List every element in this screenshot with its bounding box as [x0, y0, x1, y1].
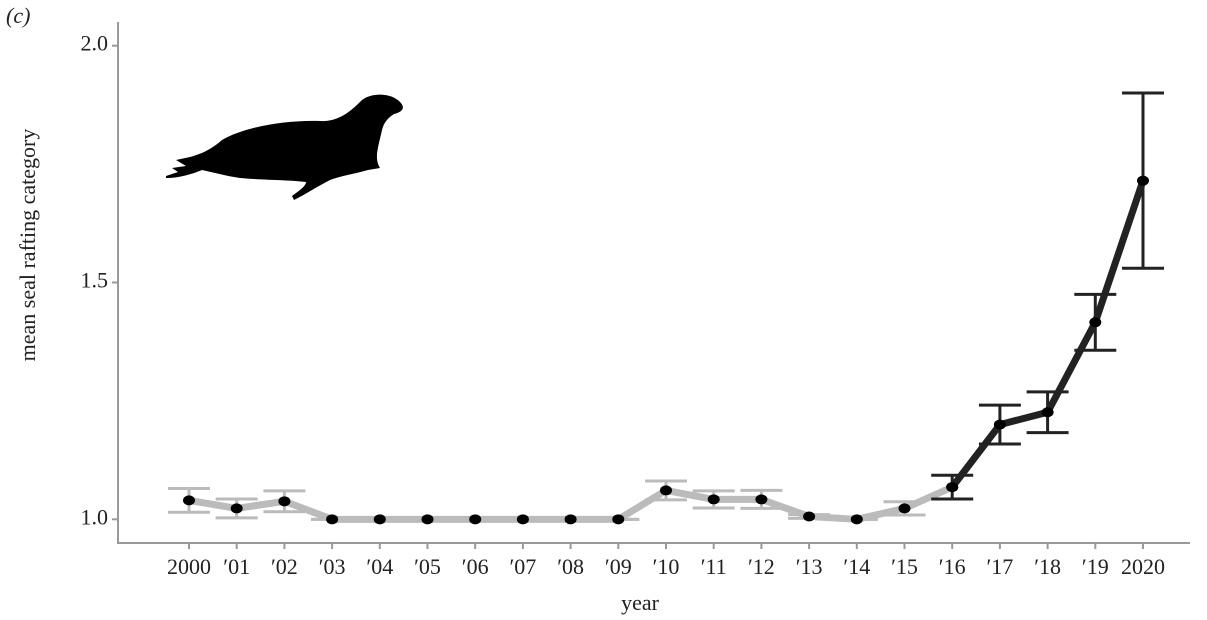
- y-tick-label: 1.5: [81, 268, 109, 293]
- x-tick-label: ′03: [319, 554, 346, 579]
- x-tick-label: 2020: [1121, 554, 1165, 579]
- x-tick-label: ′02: [271, 554, 298, 579]
- x-tick-label: ′05: [414, 554, 441, 579]
- point: [755, 494, 767, 504]
- x-tick-label: ′15: [891, 554, 918, 579]
- x-tick-label: ′18: [1034, 554, 1061, 579]
- series-line: [952, 181, 1143, 487]
- point: [231, 503, 243, 513]
- point: [374, 514, 386, 524]
- x-tick-label: ′17: [986, 554, 1013, 579]
- x-tick-label: ′12: [748, 554, 775, 579]
- point: [1137, 176, 1149, 186]
- point: [994, 420, 1006, 430]
- point: [803, 511, 815, 521]
- point: [1089, 317, 1101, 327]
- x-tick-label: ′06: [462, 554, 489, 579]
- x-tick-label: 2000: [167, 554, 211, 579]
- x-tick-label: ′11: [701, 554, 727, 579]
- x-tick-label: ′07: [509, 554, 536, 579]
- point: [899, 503, 911, 513]
- x-tick-label: ′09: [605, 554, 632, 579]
- x-tick-label: ′14: [843, 554, 870, 579]
- point: [422, 514, 434, 524]
- x-tick-label: ′04: [366, 554, 393, 579]
- seal-silhouette: [166, 95, 403, 200]
- x-tick-label: ′08: [557, 554, 584, 579]
- y-tick-label: 1.0: [81, 504, 109, 529]
- point: [517, 514, 529, 524]
- point: [660, 485, 672, 495]
- point: [612, 514, 624, 524]
- point: [851, 514, 863, 524]
- x-tick-label: ′13: [796, 554, 823, 579]
- point: [326, 514, 338, 524]
- point: [278, 496, 290, 506]
- y-axis-label: mean seal rafting category: [15, 129, 40, 362]
- chart: (c) mean seal rafting category year 1.0 1…: [0, 0, 1207, 620]
- x-tick-label: ′10: [653, 554, 680, 579]
- page: {"chart_data": {"type": "line", "panel_l…: [0, 0, 1207, 620]
- point: [565, 514, 577, 524]
- point: [183, 495, 195, 505]
- x-tick-label: ′01: [223, 554, 250, 579]
- panel-label: (c): [6, 3, 30, 28]
- x-tick-label: ′16: [939, 554, 966, 579]
- point: [469, 514, 481, 524]
- x-axis-label: year: [621, 590, 660, 615]
- point: [946, 482, 958, 492]
- point: [708, 494, 720, 504]
- point: [1042, 407, 1054, 417]
- y-tick-label: 2.0: [81, 31, 109, 56]
- axes: [118, 22, 1190, 543]
- x-tick-label: ′19: [1082, 554, 1109, 579]
